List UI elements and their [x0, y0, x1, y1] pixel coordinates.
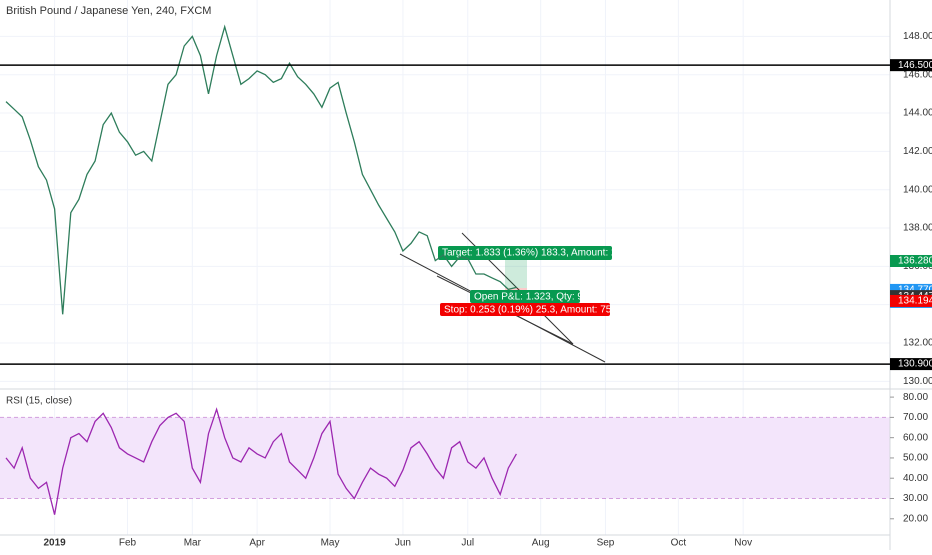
price-tag: 134.194	[890, 294, 932, 307]
price-tag-label: 134.194	[898, 296, 932, 307]
target-zone	[505, 260, 527, 288]
x-tick-label: Jun	[395, 538, 411, 549]
x-tick-label: Mar	[184, 538, 202, 549]
rsi-tick-label: 80.00	[903, 392, 928, 403]
rsi-title: RSI (15, close)	[6, 396, 72, 407]
x-tick-label: Aug	[532, 538, 550, 549]
target-box	[438, 246, 612, 260]
price-tag-bg	[890, 294, 932, 307]
rsi-tick-label: 40.00	[903, 473, 928, 484]
rsi-tick-label: 20.00	[903, 513, 928, 524]
price-tag-label: 130.900	[898, 359, 932, 370]
rsi-tick-label: 50.00	[903, 453, 928, 464]
pnl-label: Open P&L: 1.323, Qty: 988	[474, 292, 595, 303]
stop-box	[440, 303, 610, 316]
price-tag-bg	[890, 59, 932, 72]
price-tag: 146.500	[890, 59, 932, 72]
x-tick-label: Jul	[461, 538, 474, 549]
x-tick-label: Oct	[671, 538, 687, 549]
y-tick-label: 130.000	[903, 376, 932, 387]
target-label: Target: 1.833 (1.36%) 183.3, Amount: 281…	[442, 248, 633, 259]
price-tag-bg	[890, 254, 932, 267]
x-tick-label: Nov	[734, 538, 752, 549]
price-tag-bg	[890, 358, 932, 371]
y-tick-label: 140.000	[903, 184, 932, 195]
chart-title: British Pound / Japanese Yen, 240, FXCM	[6, 5, 211, 17]
price-tag-label: 146.500	[898, 60, 932, 71]
price-tag-label: 134.770	[898, 285, 932, 296]
rsi-tick-label: 30.00	[903, 493, 928, 504]
y-tick-label: 132.000	[903, 338, 932, 349]
y-tick-label: 146.000	[903, 69, 932, 80]
rsi-tick-label: 70.00	[903, 412, 928, 423]
series-line	[5, 24, 517, 315]
y-tick-label: 138.000	[903, 223, 932, 234]
y-tick-label: 142.000	[903, 146, 932, 157]
pnl-box	[470, 290, 580, 303]
price-tag-label: 136.280	[898, 256, 932, 267]
rsi-tick-label: 60.00	[903, 432, 928, 443]
stop-label: Stop: 0.253 (0.19%) 25.3, Amount: 750.04	[444, 305, 631, 316]
x-tick-label: Sep	[597, 538, 615, 549]
rsi-band	[0, 417, 890, 499]
y-tick-label: 144.000	[903, 108, 932, 119]
x-tick-label: 2019	[43, 538, 66, 549]
series-line	[5, 407, 517, 515]
price-tag: 136.280	[890, 254, 932, 267]
price-tag: 130.900	[890, 358, 932, 371]
x-tick-label: Feb	[119, 538, 137, 549]
y-tick-label: 148.000	[903, 31, 932, 42]
x-tick-label: Apr	[249, 538, 265, 549]
x-tick-label: May	[321, 538, 340, 549]
